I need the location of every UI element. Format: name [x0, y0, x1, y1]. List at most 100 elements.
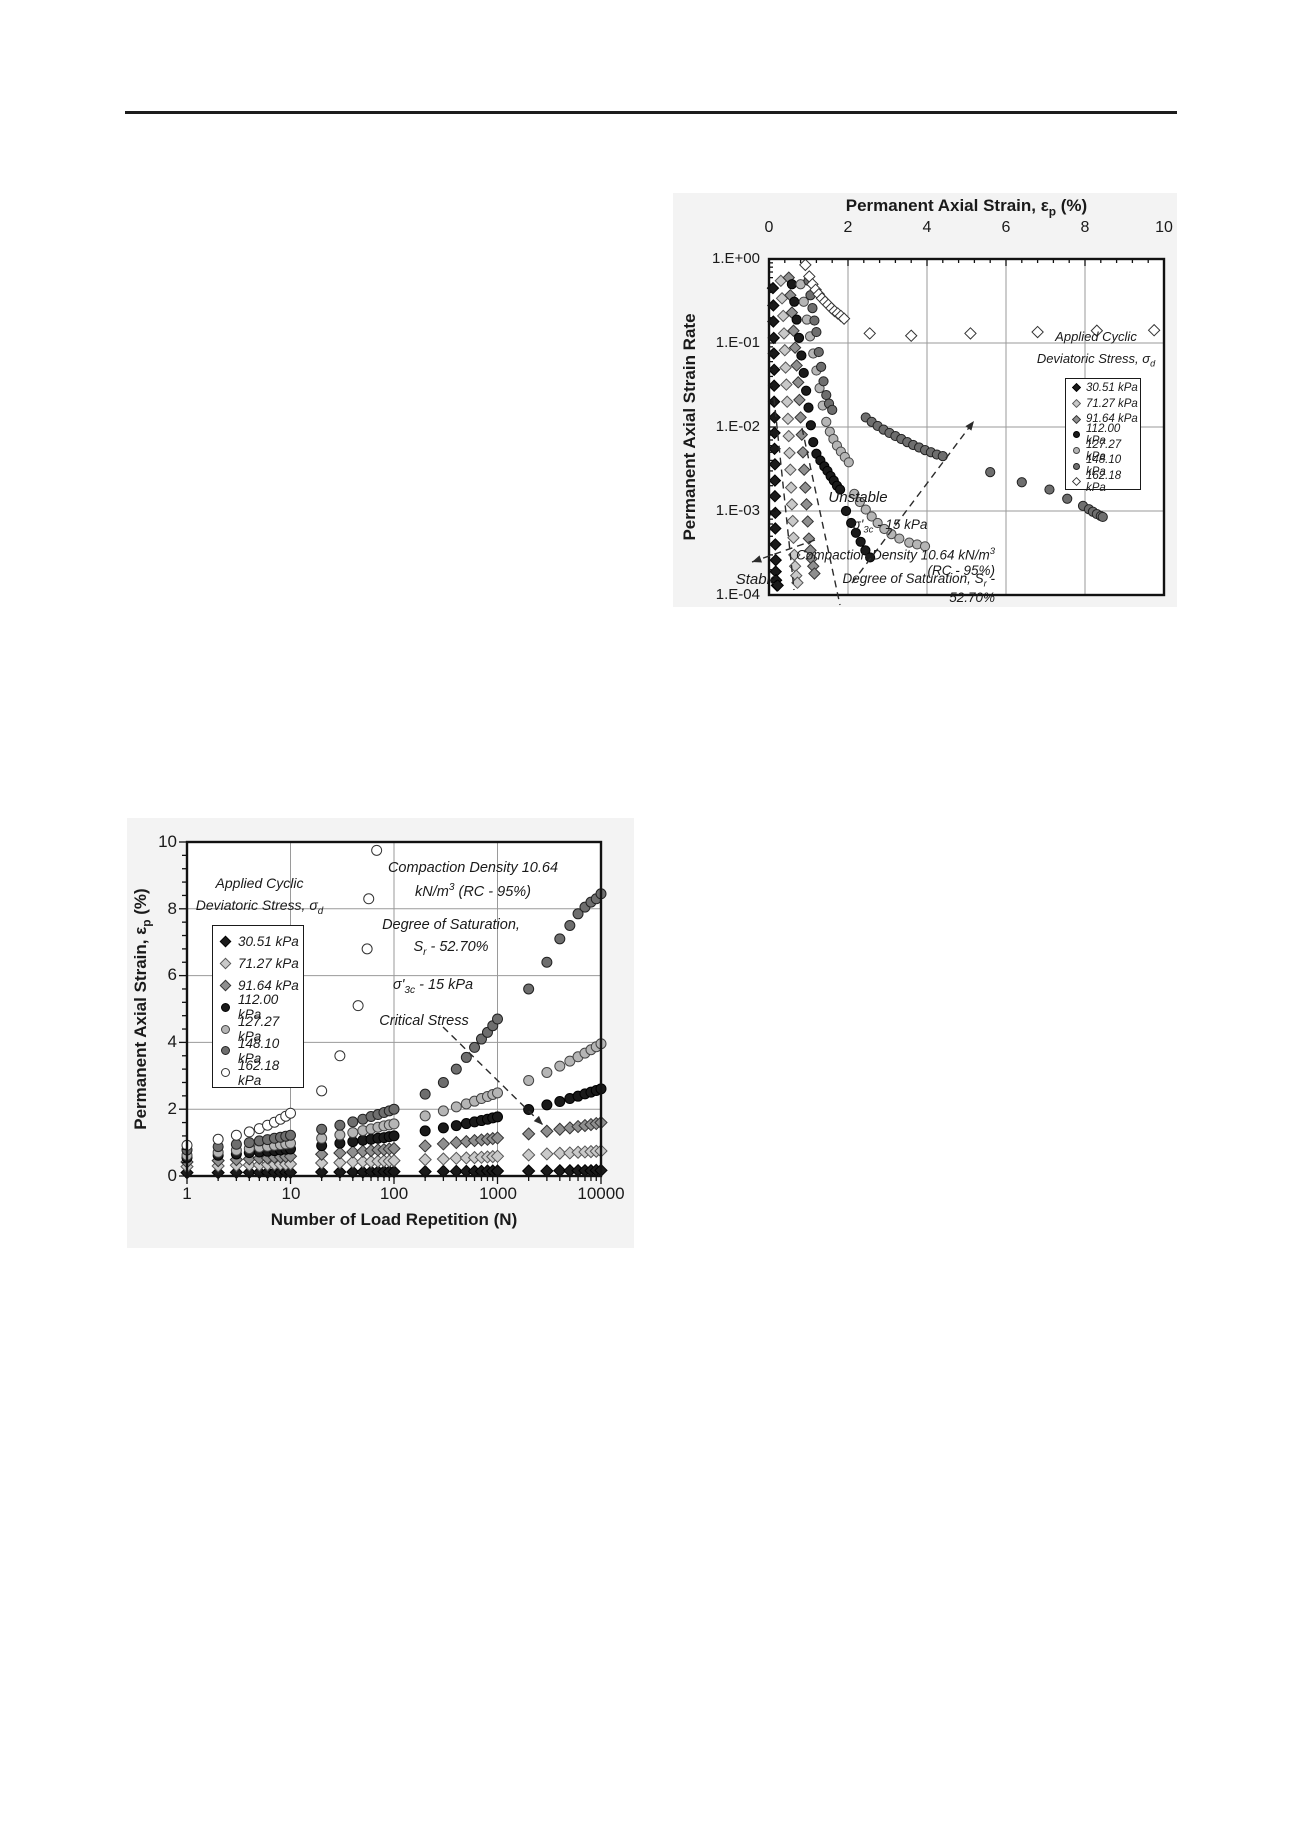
bottom-x-tick-100: 100 [379, 1184, 409, 1203]
sigma-value: - 15 kPa [873, 517, 928, 532]
arrowhead [533, 1115, 543, 1125]
saturation-value: - 52.70% [949, 571, 995, 605]
legend-marker-circle-black [1073, 431, 1080, 439]
compaction-text: Compaction Density 10.64 kN/m [796, 547, 990, 563]
legend-item: 112.00 kPa [1066, 423, 1140, 447]
top-x-axis-title-sub: p [1048, 204, 1057, 219]
top-annotation-compaction: Compaction Density 10.64 kN/m3 (RC - 95%… [795, 546, 995, 578]
legend-label: 162.18 kPa [1086, 469, 1122, 494]
legend-marker-diamond-gray [1071, 414, 1082, 424]
legend-label: 112.00 kPa [238, 992, 279, 1023]
legend-item: 127.27 kPa [1066, 439, 1140, 463]
bottom-y-tick-0: 0 [167, 1166, 177, 1185]
top-x-tick-6: 6 [1001, 219, 1011, 236]
bottom-legend-title-sub: d [317, 905, 324, 917]
axis-ticks [179, 841, 602, 1184]
series-127-27-kPa [795, 279, 931, 552]
bottom-annotation-critical-stress: Critical Stress [379, 1013, 469, 1029]
top-x-tick-4: 4 [922, 219, 932, 236]
compaction-rc: (RC - 95%) [454, 883, 532, 900]
bottom-legend-title-text: Deviatoric Stress, σ [195, 897, 318, 913]
legend-marker-circle-darkgray [1073, 462, 1080, 470]
legend-marker-circle-lightgray [221, 1024, 230, 1034]
legend-item: 162.18 kPa [1066, 470, 1140, 494]
legend-item: 162.18 kPa [213, 1058, 303, 1088]
saturation-sub: r [983, 578, 987, 590]
legend-item: 127.27 kPa [213, 1014, 303, 1044]
legend-label: 71.27 kPa [238, 956, 299, 972]
top-x-tick-10: 10 [1155, 219, 1173, 236]
legend-label: 91.64 kPa [1086, 413, 1138, 426]
bottom-x-axis-title: Number of Load Repetition (N) [270, 1210, 518, 1229]
legend-label: 112.00 kPa [1086, 422, 1121, 447]
legend-label: 30.51 kPa [1086, 381, 1138, 394]
sigma-symbol: σ' [392, 977, 405, 993]
arrowhead [965, 421, 974, 431]
legend-marker-circle-open [221, 1068, 230, 1078]
bottom-y-axis-title: Permanent Axial Strain, εp (%) [131, 829, 153, 1189]
top-legend-title-line2: Deviatoric Stress, σd [1020, 351, 1172, 369]
legend-marker-circle-lightgray [1073, 447, 1080, 455]
annotation-lines [751, 397, 975, 606]
bottom-annotation-compaction-line2: kN/m3 (RC - 95%) [373, 882, 573, 900]
legend-marker-open [1071, 477, 1082, 487]
legend-item: 91.64 kPa [213, 975, 303, 997]
series-112-00-kPa [181, 1083, 607, 1164]
horizontal-rule [125, 111, 1177, 114]
saturation-value: - 52.70% [426, 939, 489, 955]
top-annotation-saturation: Degree of Saturation, Sr - 52.70% [795, 571, 996, 605]
top-legend: 30.51 kPa 71.27 kPa 91.64 kPa 112.00 kPa… [1065, 378, 1141, 494]
top-y-tick-1e-1: 1.E-01 [715, 334, 760, 351]
legend-label: 71.27 kPa [1086, 397, 1138, 410]
saturation-symbol: S [413, 939, 424, 955]
annotation-lines [442, 1026, 544, 1126]
saturation-sub: r [423, 946, 427, 958]
legend-item: 91.64 kPa [1066, 411, 1140, 427]
legend-marker-diamond-gray [219, 979, 232, 992]
bottom-y-tick-4: 4 [167, 1032, 177, 1051]
legend-marker-diamond-lightgray [1071, 398, 1082, 409]
sigma-symbol: σ' [852, 517, 864, 532]
bottom-legend-title-line2: Deviatoric Stress, σd [187, 897, 332, 917]
bottom-legend-title-line1: Applied Cyclic [215, 875, 304, 891]
legend-item: 148.10 kPa [1066, 454, 1140, 478]
axis-ticks [768, 258, 1165, 596]
bottom-y-tick-6: 6 [167, 965, 177, 984]
top-annotation-sigma3c: σ'3c - 15 kPa [820, 517, 960, 536]
top-y-tick-1e-3: 1.E-03 [715, 502, 760, 519]
saturation-text: Degree of Saturation, S [842, 571, 984, 586]
arrowhead [752, 555, 762, 563]
bottom-x-tick-10: 10 [281, 1184, 301, 1203]
compaction-sup: 3 [989, 546, 995, 557]
series-162-18-kPa [181, 844, 383, 1151]
series-112-00-kPa [786, 279, 876, 563]
top-annotation-unstable: Unstable [828, 489, 888, 506]
top-x-tick-8: 8 [1080, 219, 1090, 236]
bottom-y-tick-10: 10 [158, 832, 177, 851]
top-x-axis-title-text: Permanent Axial Strain, ε [845, 196, 1049, 215]
top-x-tick-0: 0 [764, 219, 774, 236]
top-x-axis-title-unit: (%) [1056, 196, 1088, 215]
legend-item: 30.51 kPa [1066, 380, 1140, 396]
legend-marker-diamond-black [1071, 383, 1082, 393]
bottom-x-tick-1: 1 [182, 1184, 192, 1203]
legend-label: 127.27 kPa [238, 1014, 280, 1045]
bottom-y-tick-8: 8 [167, 899, 177, 918]
bottom-annotation-sigma3c: σ'3c - 15 kPa [363, 977, 503, 996]
bottom-annotation-saturation-line1: Degree of Saturation, [382, 917, 520, 933]
bottom-y-tick-2: 2 [167, 1099, 177, 1118]
bottom-annotation-compaction-line1: Compaction Density 10.64 [387, 860, 559, 876]
top-y-axis-title: Permanent Axial Strain Rate [680, 313, 699, 541]
legend-label: 162.18 kPa [238, 1057, 280, 1088]
top-annotation-stable: Stable [735, 571, 779, 588]
top-legend-title-text: Deviatoric Stress, σ [1036, 351, 1151, 366]
top-legend-title-line1: Applied Cyclic [1055, 329, 1137, 344]
legend-label: 148.10 kPa [238, 1035, 280, 1066]
top-x-tick-2: 2 [843, 219, 853, 236]
top-y-tick-1e-2: 1.E-02 [715, 418, 760, 435]
legend-marker-circle-black [221, 1002, 230, 1012]
sigma-sub: 3c [863, 524, 874, 536]
sigma-sub: 3c [404, 984, 416, 996]
legend-label: 148.10 kPa [1086, 454, 1122, 479]
compaction-rc: (RC - 95%) [927, 562, 995, 578]
